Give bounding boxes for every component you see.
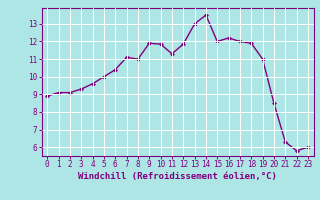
X-axis label: Windchill (Refroidissement éolien,°C): Windchill (Refroidissement éolien,°C) <box>78 172 277 181</box>
